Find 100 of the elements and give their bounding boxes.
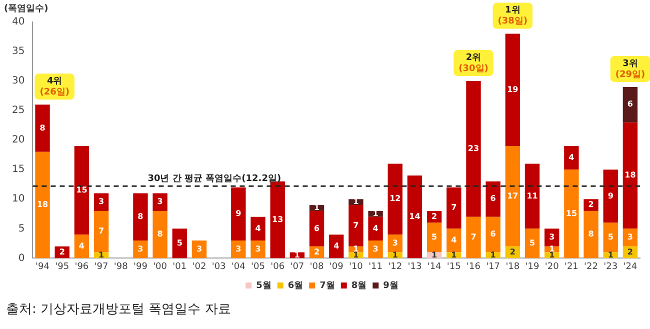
y-tick-label: 25	[12, 105, 25, 116]
x-tick-label: '22	[584, 262, 598, 272]
data-label: 15	[566, 208, 578, 218]
data-label: 8	[40, 123, 46, 132]
data-label: 11	[526, 191, 538, 200]
y-tick-label: 5	[18, 223, 25, 234]
data-label: 18	[36, 200, 49, 210]
data-label: 3	[157, 197, 163, 206]
x-tick-label: '09	[329, 262, 344, 272]
bar	[486, 216, 500, 252]
data-label: 2	[510, 247, 516, 256]
bar	[524, 228, 540, 258]
bar	[329, 234, 344, 258]
bar	[133, 240, 148, 258]
data-label: 1	[608, 250, 614, 260]
bar	[152, 210, 168, 258]
bar	[505, 146, 520, 246]
data-label: 19	[507, 84, 519, 94]
data-label: 4	[568, 152, 575, 162]
data-label: 9	[236, 208, 242, 218]
x-tick-label: '07	[290, 262, 304, 272]
data-label: 14	[409, 212, 421, 221]
legend-label: 8월	[351, 280, 367, 291]
bar	[524, 164, 540, 229]
data-label: 3	[196, 244, 202, 254]
legend-label: 6월	[288, 280, 304, 291]
bar	[544, 228, 560, 246]
annotation: 3위 (29일)	[615, 58, 646, 80]
x-tick-label: '01	[172, 262, 187, 272]
bar	[426, 222, 442, 252]
x-tick-label: '20	[544, 262, 560, 272]
data-label: 3	[392, 238, 398, 248]
bar	[505, 34, 520, 146]
data-label: 4	[334, 241, 340, 250]
x-tick-label: '11	[368, 262, 383, 272]
bar	[622, 228, 638, 246]
data-label: 1	[392, 250, 398, 260]
bar	[368, 240, 383, 258]
data-label: 9	[608, 191, 614, 200]
x-tick-label: '98	[114, 262, 128, 272]
y-tick-label: 40	[12, 16, 25, 28]
bar	[564, 170, 579, 258]
bar	[250, 216, 266, 240]
data-label: 5	[432, 232, 438, 242]
data-label: 6	[627, 100, 634, 109]
data-label: 5	[608, 232, 614, 242]
data-label: 6	[490, 194, 496, 204]
y-tick-label: 15	[12, 164, 25, 176]
legend-label: 9월	[383, 280, 398, 291]
x-tick-label: '14	[427, 262, 442, 272]
bar	[466, 81, 481, 217]
x-tick-label: '15	[446, 262, 461, 272]
bar	[466, 216, 481, 258]
source-note: 출처: 기상자료개방포털 폭염일수 자료	[5, 301, 232, 318]
bar	[368, 210, 383, 217]
data-label: 15	[76, 185, 88, 194]
data-label: 18	[624, 170, 636, 180]
x-tick-label: '05	[251, 262, 265, 272]
data-label: 8	[588, 230, 594, 239]
y-tick-label: 30	[12, 76, 25, 87]
x-tick-label: '06	[270, 262, 285, 272]
data-label: 3	[627, 232, 633, 242]
data-label: 8	[157, 230, 164, 239]
data-label: 8	[138, 212, 144, 221]
x-tick-label: '03	[212, 262, 226, 272]
ref-line-label: 30년 간 평균 폭염일수(12.2일)	[148, 174, 282, 184]
bar	[35, 104, 50, 152]
bar	[309, 210, 324, 246]
data-label: 3	[138, 244, 144, 254]
x-tick-label: '99	[134, 262, 148, 272]
data-label: 4	[372, 224, 379, 233]
data-label: 1	[451, 250, 458, 260]
data-label: 7	[470, 232, 476, 242]
bar	[94, 210, 109, 252]
data-label: 3	[236, 244, 242, 254]
data-label: 2	[627, 247, 633, 256]
x-tick-label: '02	[192, 262, 206, 272]
bar	[388, 164, 402, 235]
x-tick-label: '12	[388, 262, 402, 272]
bar	[446, 228, 462, 252]
x-tick-label: '16	[466, 262, 481, 272]
data-label: 6	[490, 230, 496, 239]
data-label: 12	[390, 194, 401, 204]
bar	[35, 152, 50, 258]
data-label: 1	[432, 250, 438, 260]
annotation: 4위 (26일)	[40, 76, 70, 98]
bar	[270, 181, 285, 258]
bar	[622, 86, 638, 122]
y-tick-label: 35	[12, 46, 25, 58]
bar	[622, 122, 638, 229]
x-tick-label: '04	[231, 262, 246, 272]
x-tick-label: '94	[36, 262, 50, 272]
bar	[446, 187, 462, 229]
data-label: 2	[432, 212, 438, 221]
x-tick-label: '19	[525, 262, 540, 272]
x-tick-label: '00	[153, 262, 168, 272]
bar	[74, 146, 90, 235]
bar	[152, 193, 168, 211]
annotation: 2위 (30일)	[458, 52, 488, 74]
data-label: 6	[314, 224, 320, 233]
